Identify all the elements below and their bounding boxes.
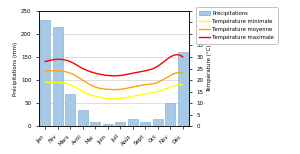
Bar bbox=[153, 119, 163, 126]
Bar bbox=[165, 103, 175, 126]
Bar bbox=[140, 122, 150, 126]
Y-axis label: Température (°C): Température (°C) bbox=[206, 45, 212, 92]
Bar bbox=[128, 119, 138, 126]
Bar bbox=[115, 122, 125, 126]
Y-axis label: Précipitations (mm): Précipitations (mm) bbox=[13, 41, 18, 96]
Bar bbox=[78, 110, 88, 126]
Bar bbox=[178, 52, 188, 126]
Bar bbox=[53, 27, 63, 126]
Bar bbox=[103, 124, 113, 126]
Bar bbox=[65, 94, 75, 126]
Bar bbox=[90, 122, 100, 126]
Legend: Précipitations, Température minimale, Température moyenne, Température maximale: Précipitations, Température minimale, Te… bbox=[196, 7, 278, 44]
Bar bbox=[40, 20, 50, 126]
